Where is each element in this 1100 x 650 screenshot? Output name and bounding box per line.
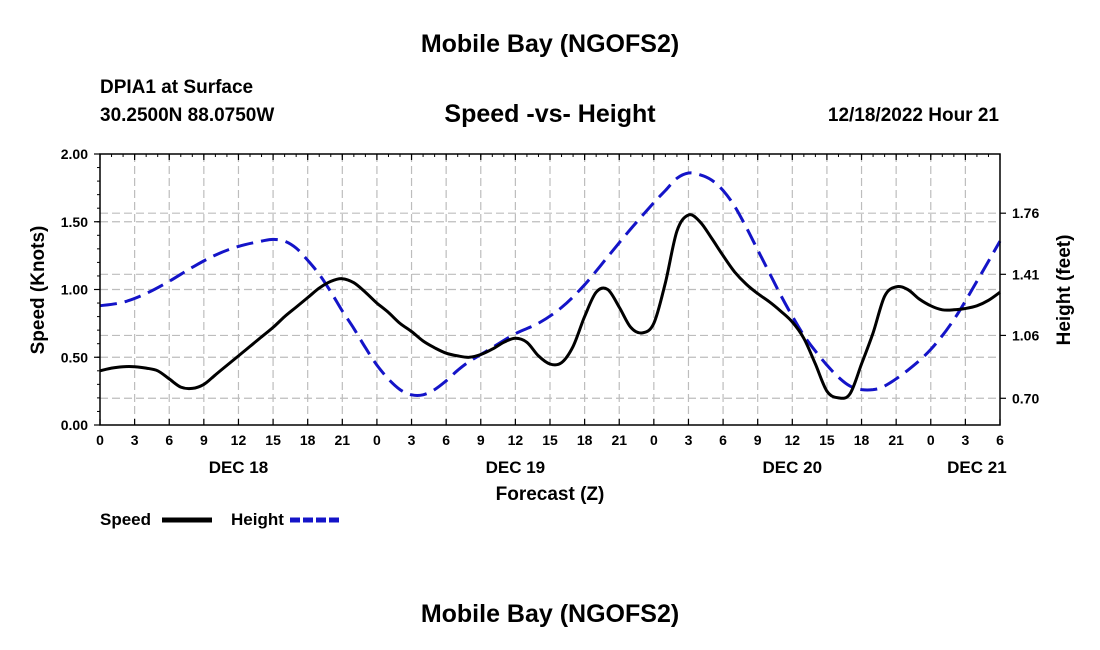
y-tick-label: 1.00 — [61, 282, 88, 298]
y-tick-label: 2.00 — [61, 146, 88, 162]
series-height-line — [99, 171, 1002, 397]
x-tick-label: 15 — [819, 432, 835, 448]
x-tick-label: 12 — [508, 432, 524, 448]
x-tick-label: 9 — [477, 432, 485, 448]
x-tick-label: 21 — [335, 432, 351, 448]
day-label: DEC 18 — [209, 458, 269, 477]
x-tick-label: 0 — [927, 432, 935, 448]
axis-ticks — [94, 153, 1006, 426]
chart-grid — [100, 154, 1000, 425]
y-tick-label: 1.50 — [61, 214, 88, 230]
x-tick-label: 18 — [577, 432, 593, 448]
day-label: DEC 21 — [947, 458, 1007, 477]
x-tick-label: 15 — [265, 432, 281, 448]
y2-tick-label: 0.70 — [1012, 390, 1039, 406]
forecast-datetime: 12/18/2022 Hour 21 — [827, 105, 999, 126]
y-axis-title: Speed (Knots) — [28, 226, 49, 355]
x-tick-label: 6 — [165, 432, 173, 448]
page-title: Mobile Bay (NGOFS2) — [420, 30, 680, 58]
axis-labels: 0 3 6 9 12 15 18 21 0 3 6 9 12 15 18 21 0 3 6 9 12 15 18 21 0 3 6 D… — [61, 146, 1040, 477]
x-tick-label: 21 — [611, 432, 627, 448]
y2-tick-label: 1.76 — [1012, 205, 1039, 221]
x-tick-label: 0 — [373, 432, 381, 448]
x-tick-label: 3 — [408, 432, 416, 448]
x-tick-label: 3 — [961, 432, 969, 448]
series-layer — [99, 171, 1002, 400]
x-tick-label: 6 — [996, 432, 1004, 448]
y-tick-label: 0.00 — [61, 417, 88, 433]
x-tick-label: 0 — [96, 432, 104, 448]
day-label: DEC 19 — [486, 458, 546, 477]
x-tick-label: 6 — [442, 432, 450, 448]
x-axis-title: Forecast (Z) — [496, 484, 605, 505]
x-tick-label: 15 — [542, 432, 558, 448]
legend-height-label: Height — [231, 510, 284, 529]
x-tick-label: 9 — [200, 432, 208, 448]
x-tick-label: 18 — [300, 432, 316, 448]
legend-speed-label: Speed — [100, 510, 151, 529]
chart-title: Speed -vs- Height — [444, 100, 656, 128]
x-tick-label: 6 — [719, 432, 727, 448]
x-tick-label: 12 — [231, 432, 247, 448]
x-tick-label: 9 — [754, 432, 762, 448]
station-coords: 30.2500N 88.0750W — [100, 105, 275, 126]
x-tick-label: 3 — [131, 432, 139, 448]
y-tick-label: 0.50 — [61, 349, 88, 365]
series-speed-line — [99, 213, 1001, 400]
legend: Speed Height — [100, 510, 342, 529]
x-tick-label: 21 — [888, 432, 904, 448]
y2-tick-label: 1.06 — [1012, 327, 1039, 343]
x-tick-label: 0 — [650, 432, 658, 448]
day-label: DEC 20 — [763, 458, 823, 477]
footer-title: Mobile Bay (NGOFS2) — [420, 600, 680, 628]
x-tick-label: 12 — [785, 432, 801, 448]
x-tick-label: 18 — [854, 432, 870, 448]
x-tick-label: 3 — [685, 432, 693, 448]
y2-tick-label: 1.41 — [1012, 266, 1039, 282]
y2-axis-title: Height (feet) — [1054, 235, 1075, 346]
station-name: DPIA1 at Surface — [100, 77, 254, 98]
